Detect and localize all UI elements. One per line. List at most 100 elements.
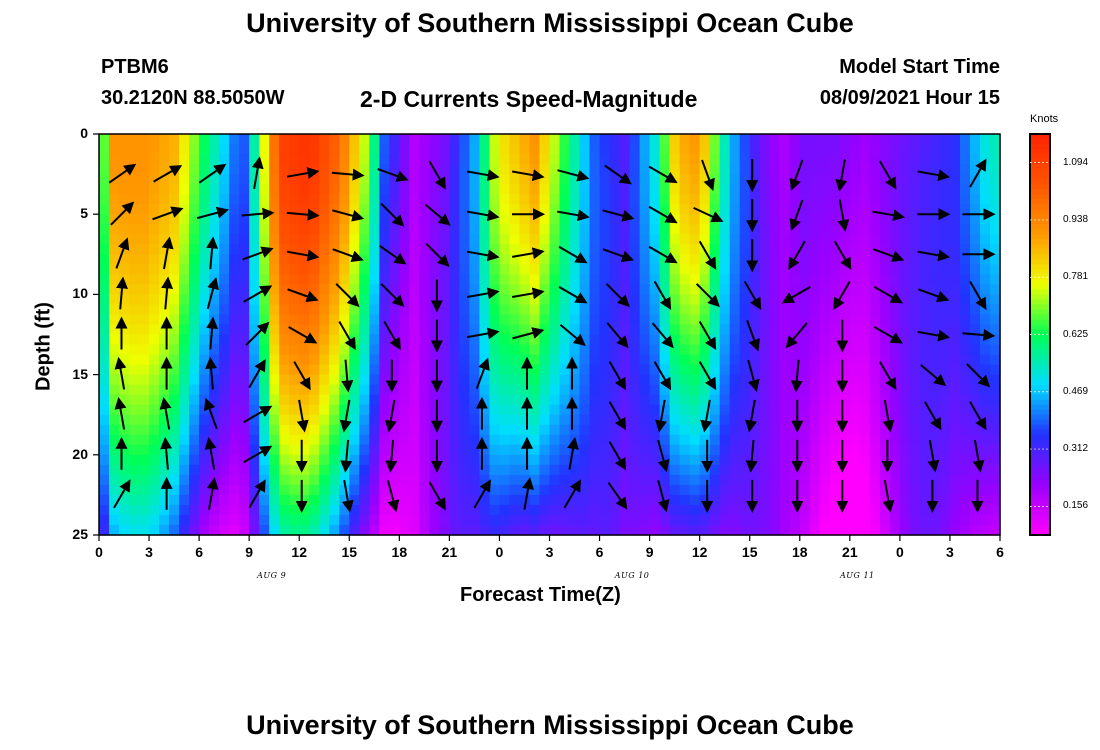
heatmap-cell [859, 264, 871, 275]
heatmap-cell [539, 314, 551, 326]
heatmap-cell [869, 144, 881, 155]
heatmap-cell [379, 414, 390, 426]
heatmap-cell [769, 174, 781, 185]
heatmap-cell [419, 434, 430, 446]
heatmap-cell [149, 284, 160, 296]
current-vector-arrow [242, 246, 274, 261]
heatmap-cell [519, 254, 531, 265]
heatmap-cell [149, 344, 160, 356]
heatmap-cell [549, 504, 561, 516]
heatmap-cell [769, 514, 781, 526]
heatmap-cell [629, 194, 641, 205]
heatmap-cell [129, 514, 140, 526]
heatmap-cell [669, 314, 681, 326]
heatmap-cell [259, 334, 270, 346]
heatmap-cell [249, 524, 260, 536]
heatmap-cell [609, 284, 621, 296]
heatmap-cell [409, 424, 420, 436]
heatmap-cell [179, 174, 190, 185]
heatmap-cell [759, 444, 771, 456]
current-vector-arrow [966, 363, 991, 388]
heatmap-cell [319, 444, 330, 456]
heatmap-cell [769, 304, 781, 316]
heatmap-cell [909, 154, 921, 165]
heatmap-cell [669, 464, 681, 476]
heatmap-cell [769, 154, 781, 165]
heatmap-cell [129, 404, 140, 416]
heatmap-cell [889, 424, 901, 436]
heatmap-cell [799, 244, 811, 255]
heatmap-cell [439, 204, 450, 215]
heatmap-cell [719, 204, 731, 215]
heatmap-cell [779, 244, 791, 255]
heatmap-cell [879, 454, 891, 466]
heatmap-cell [699, 294, 711, 306]
heatmap-cell [359, 404, 370, 416]
heatmap-cell [769, 294, 781, 306]
heatmap-cell [539, 324, 551, 336]
heatmap-cell [419, 254, 430, 265]
heatmap-cell [569, 264, 581, 275]
heatmap-cell [909, 254, 921, 265]
heatmap-cell [289, 354, 300, 366]
current-vector-arrow [563, 479, 581, 509]
heatmap-cell [459, 274, 471, 285]
heatmap-cell [939, 324, 951, 336]
heatmap-cell [969, 254, 981, 265]
heatmap-cell [449, 474, 460, 486]
heatmap-cell [369, 494, 380, 506]
heatmap-cell [149, 154, 160, 165]
heatmap-cell [239, 244, 250, 255]
heatmap-cell [319, 464, 330, 476]
heatmap-cell [799, 224, 811, 235]
heatmap-cell [179, 524, 190, 536]
heatmap-cell [469, 294, 481, 306]
heatmap-cell [259, 524, 270, 536]
heatmap-cell [599, 294, 611, 306]
heatmap-cell [759, 164, 771, 175]
heatmap-cell [749, 204, 761, 215]
heatmap-cell [369, 164, 380, 175]
heatmap-cell [469, 194, 481, 205]
heatmap-cell [299, 324, 310, 336]
heatmap-cell [239, 524, 250, 536]
heatmap-cell [119, 524, 130, 536]
heatmap-cell [279, 354, 290, 366]
heatmap-cell [289, 214, 300, 225]
heatmap-cell [349, 354, 360, 366]
heatmap-cell [559, 214, 571, 225]
heatmap-cell [719, 384, 731, 396]
heatmap-cell [809, 414, 821, 426]
heatmap-cell [189, 334, 200, 346]
heatmap-cell [959, 184, 971, 195]
heatmap-cell [649, 294, 661, 306]
heatmap-cell [849, 234, 861, 245]
heatmap-cell [199, 454, 210, 466]
heatmap-cell [759, 504, 771, 516]
heatmap-cell [439, 364, 450, 376]
heatmap-cell [279, 164, 290, 175]
heatmap-cell [469, 354, 481, 366]
heatmap-cell [719, 174, 731, 185]
heatmap-cell [619, 244, 631, 255]
heatmap-cell [229, 244, 240, 255]
heatmap-cell [669, 304, 681, 316]
heatmap-cell [689, 384, 701, 396]
heatmap-cell [869, 344, 881, 356]
heatmap-cell [259, 354, 270, 366]
heatmap-cell [919, 254, 931, 265]
heatmap-cell [369, 184, 380, 195]
heatmap-cell [639, 274, 651, 285]
heatmap-cell [819, 414, 831, 426]
heatmap-cell [929, 314, 941, 326]
heatmap-cell [909, 204, 921, 215]
heatmap-cell [759, 184, 771, 195]
heatmap-cell [829, 204, 841, 215]
heatmap-cell [309, 144, 320, 155]
heatmap-cell [789, 224, 801, 235]
heatmap-cell [739, 294, 751, 306]
current-vector-arrow [651, 322, 674, 349]
current-vector-arrow [602, 209, 635, 222]
heatmap-cell [589, 364, 601, 376]
colorbar-segment [1030, 494, 1050, 501]
